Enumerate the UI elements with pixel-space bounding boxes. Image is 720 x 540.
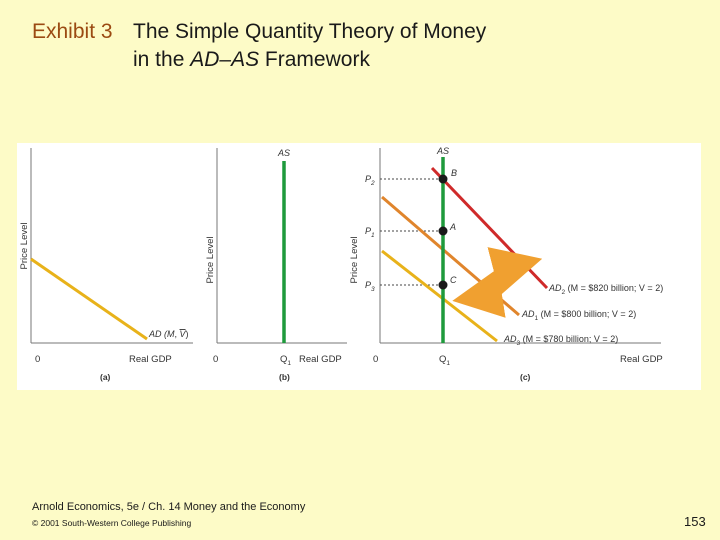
panel-c-ad2-pre: AD — [548, 283, 562, 293]
exhibit-label: Exhibit 3 — [32, 20, 113, 43]
panel-c-ad3-rest: (M = $780 billion; V = 2) — [520, 334, 618, 344]
panel-c-q-sub: 1 — [446, 360, 450, 367]
panel-b-q-label: Q1 — [280, 354, 291, 367]
panel-a-ad-curve — [30, 257, 148, 341]
panel-a-label: (a) — [100, 372, 111, 382]
panel-c-p3-main: P — [365, 280, 371, 290]
panel-b-origin-label: 0 — [213, 354, 218, 365]
panel-c: AS B A C P2 P1 P3 Price Level 0 Q1 Real … — [349, 146, 663, 382]
panel-c-ad3-curve — [381, 249, 498, 343]
title-line-2: in the AD–AS Framework — [133, 46, 553, 74]
panel-b-as-label: AS — [277, 148, 290, 158]
slide-title: The Simple Quantity Theory of Money in t… — [133, 18, 553, 74]
figure-svg: Price Level 0 Real GDP AD (M, V) (a) AS … — [19, 146, 663, 382]
panel-a-ad-label-pre: AD ( — [148, 329, 168, 339]
panel-c-ad1-curve — [381, 195, 520, 317]
panel-c-point-c — [438, 280, 448, 290]
panel-a-x-axis-label: Real GDP — [129, 354, 172, 365]
panel-c-y-axis-label: Price Level — [349, 237, 360, 284]
panel-a-ad-label: AD (M, V) — [148, 329, 189, 339]
panel-b-q-main: Q — [280, 354, 287, 365]
panel-a: Price Level 0 Real GDP AD (M, V) (a) — [19, 148, 193, 382]
panel-c-point-a-label: A — [449, 222, 456, 232]
panel-c-p1-main: P — [365, 226, 371, 236]
panel-c-shift-left-arrow — [452, 268, 506, 318]
panel-c-q-main: Q — [439, 354, 446, 365]
panel-b-q-sub: 1 — [287, 360, 291, 367]
panel-c-ad3-pre: AD — [503, 334, 517, 344]
panel-c-origin-label: 0 — [373, 354, 378, 365]
panel-c-point-b-label: B — [451, 168, 457, 178]
panel-b-label: (b) — [279, 372, 290, 382]
footer-copyright: © 2001 South-Western College Publishing — [32, 518, 192, 528]
panel-c-ad2-label: AD2 (M = $820 billion; V = 2) — [548, 283, 663, 296]
panel-c-p1-sub: 1 — [371, 232, 375, 239]
title-line-2-pre: in the — [133, 48, 191, 71]
panel-c-shift-right-arrow — [487, 247, 543, 296]
panel-a-ad-label-m: M — [167, 329, 175, 339]
panel-c-ad1-label: AD1 (M = $800 billion; V = 2) — [521, 309, 636, 322]
panel-b-x-axis-label: Real GDP — [299, 354, 342, 365]
panel-a-ad-label-post: ) — [186, 329, 189, 339]
panel-b-y-axis-label: Price Level — [205, 237, 216, 284]
panel-c-ad1-pre: AD — [521, 309, 535, 319]
panel-a-origin-label: 0 — [35, 354, 40, 365]
title-line-2-post: Framework — [259, 48, 370, 71]
quantity-theory-figure: Price Level 0 Real GDP AD (M, V) (a) AS … — [17, 143, 701, 390]
panel-c-p1-label: P1 — [365, 226, 375, 239]
panel-c-p2-label: P2 — [365, 174, 375, 187]
panel-c-ad2-sub: 2 — [562, 289, 566, 296]
panel-c-point-b — [438, 174, 448, 184]
panel-c-ad3-sub: 3 — [517, 340, 521, 347]
panel-c-p3-label: P3 — [365, 280, 375, 293]
panel-c-as-label: AS — [436, 146, 449, 156]
panel-a-y-axis-label: Price Level — [19, 223, 30, 270]
title-line-2-emphasis: AD–AS — [190, 48, 260, 71]
panel-a-ad-label-sep: , — [175, 329, 180, 339]
panel-c-point-c-label: C — [450, 275, 457, 285]
panel-c-p2-main: P — [365, 174, 371, 184]
panel-c-point-a — [438, 226, 448, 236]
panel-c-ad2-rest: (M = $820 billion; V = 2) — [565, 283, 663, 293]
panel-c-q-label: Q1 — [439, 354, 450, 367]
footer-source: Arnold Economics, 5e / Ch. 14 Money and … — [32, 501, 306, 513]
panel-c-ad1-rest: (M = $800 billion; V = 2) — [538, 309, 636, 319]
panel-c-p2-sub: 2 — [370, 180, 375, 187]
panel-c-ad1-sub: 1 — [535, 315, 539, 322]
panel-c-p3-sub: 3 — [371, 286, 375, 293]
panel-c-ad3-label: AD3 (M = $780 billion; V = 2) — [503, 334, 618, 347]
panel-b: AS Price Level 0 Q1 Real GDP (b) — [205, 148, 347, 382]
panel-a-ad-label-v: V — [180, 329, 187, 339]
panel-c-x-axis-label: Real GDP — [620, 354, 663, 365]
title-line-1: The Simple Quantity Theory of Money — [133, 20, 487, 43]
panel-c-label: (c) — [520, 372, 531, 382]
page-number: 153 — [684, 514, 706, 529]
